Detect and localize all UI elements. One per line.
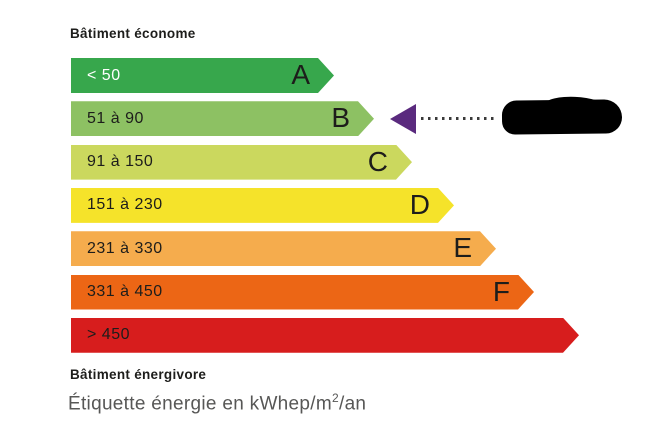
redacted-value-blob: [501, 99, 623, 135]
energy-band-e: 231 à 330 E: [71, 231, 496, 266]
band-range-label: 151 à 230: [87, 196, 163, 214]
label-batiment-econome: Bâtiment économe: [70, 26, 196, 41]
band-range-label: 231 à 330: [87, 239, 163, 257]
band-letter: F: [492, 275, 510, 307]
band-range-label: < 50: [87, 66, 121, 84]
caption-suffix: /an: [338, 393, 367, 415]
left-arrow-icon: [390, 104, 416, 135]
energy-band-b: 51 à 90 B: [71, 101, 374, 136]
caption-text: Étiquette énergie en kWhep/m: [68, 393, 332, 415]
band-range-label: 91 à 150: [87, 153, 154, 171]
band-range-label: 331 à 450: [87, 283, 163, 300]
band-letter: A: [291, 59, 310, 90]
selected-value-indicator: [0, 99, 667, 136]
energy-band-f: 331 à 450 F: [71, 275, 534, 310]
band-range-label: 51 à 90: [87, 109, 144, 127]
band-letter: B: [331, 102, 350, 134]
energy-band-g: > 450: [71, 318, 579, 353]
energy-band-d: 151 à 230 D: [71, 188, 454, 223]
band-letter: C: [367, 145, 388, 177]
caption: Étiquette énergie en kWhep/m2/an: [68, 391, 366, 415]
label-batiment-energivore: Bâtiment énergivore: [70, 367, 207, 382]
band-letter: D: [409, 188, 430, 220]
band-range-label: > 450: [87, 326, 130, 344]
energy-band-c: 91 à 150 C: [71, 145, 412, 180]
energy-band-a: < 50 A: [71, 58, 334, 93]
dotted-connector: [421, 117, 495, 121]
band-letter: E: [453, 232, 472, 264]
caption-superscript: 2: [332, 391, 339, 405]
